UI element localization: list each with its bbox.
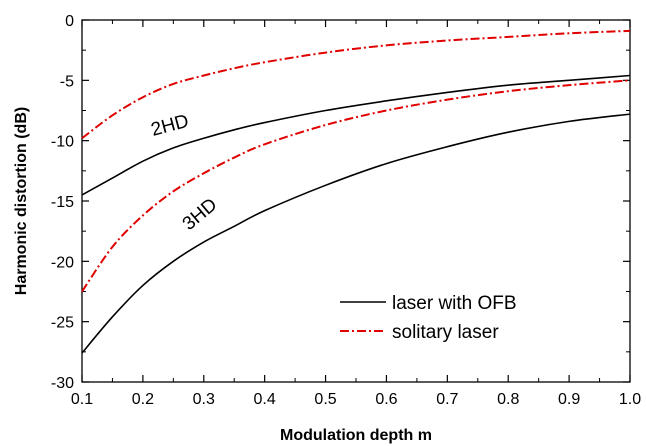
y-tick-label: -20: [51, 254, 74, 271]
annotation-2hd: 2HD: [149, 111, 191, 141]
y-tick-label: -30: [51, 375, 74, 392]
series-line-1: [81, 74, 631, 196]
series-line-2: [81, 29, 631, 140]
x-tick-label: 0.1: [71, 391, 93, 408]
x-tick-label: 0.3: [193, 391, 215, 408]
plot-frame: [81, 19, 631, 383]
x-tick-label: 0.7: [436, 391, 458, 408]
ticks: [81, 19, 631, 383]
x-axis-title: Modulation depth m: [280, 427, 432, 444]
series-layer: [81, 29, 631, 354]
legend-label-solitary: solitary laser: [392, 322, 499, 343]
x-tick-label: 0.6: [375, 391, 397, 408]
legend-label-ofb: laser with OFB: [392, 293, 517, 314]
y-tick-label: 0: [65, 13, 74, 30]
x-tick-label: 0.9: [558, 391, 580, 408]
x-tick-label: 0.5: [314, 391, 336, 408]
y-tick-label: -25: [51, 315, 74, 332]
y-tick-label: -10: [51, 134, 74, 151]
x-tick-label: 0.4: [254, 391, 276, 408]
x-tick-label: 0.8: [497, 391, 519, 408]
y-tick-label: -5: [60, 73, 74, 90]
x-tick-label: 0.2: [132, 391, 154, 408]
annotation-3hd: 3HD: [179, 194, 222, 235]
y-axis-title: Harmonic distortion (dB): [13, 107, 30, 295]
series-line-3: [81, 113, 631, 354]
legend: laser with OFB solitary laser: [340, 293, 517, 343]
x-tick-label: 1.0: [619, 391, 641, 408]
y-tick-label: -15: [51, 194, 74, 211]
tick-labels: 0.1 0.2 0.3 0.4 0.5 0.6 0.7 0.8 0.9 1.0 0 -5 -10 -15 -…: [51, 13, 641, 408]
series-line-4: [81, 79, 631, 293]
